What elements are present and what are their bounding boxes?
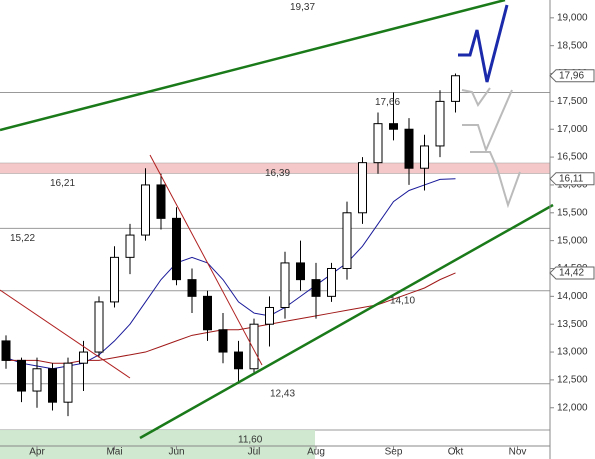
candle-body xyxy=(296,262,305,281)
resistance-band xyxy=(0,163,550,174)
trendline xyxy=(0,0,506,132)
y-tick-label: 14,000 xyxy=(557,291,588,302)
candle-body xyxy=(265,306,274,325)
trendline xyxy=(139,203,554,440)
y-tick-label: 16,500 xyxy=(557,152,588,163)
level-label: 15,22 xyxy=(10,233,35,244)
price-tag-label: 17,96 xyxy=(559,70,584,81)
y-tick-label: 17,500 xyxy=(557,96,588,107)
candle-body xyxy=(358,162,367,214)
candle-body xyxy=(404,128,414,169)
level-label: 14,10 xyxy=(390,295,415,306)
candle-body xyxy=(17,359,26,392)
candle-body xyxy=(203,295,212,331)
trendline xyxy=(0,289,131,379)
y-tick-label: 15,000 xyxy=(557,235,588,246)
candle-body xyxy=(32,368,42,392)
y-tick-label: 15,500 xyxy=(557,207,588,218)
forecast xyxy=(458,4,521,209)
plot xyxy=(1,73,460,417)
candle-body xyxy=(373,123,383,164)
x-tick-label: Jun xyxy=(168,447,184,458)
candle-body xyxy=(389,123,398,130)
candle-body xyxy=(234,351,243,370)
x-tick-label: Jul xyxy=(248,447,261,458)
forecast-arrow xyxy=(462,89,513,153)
level-label: 17,66 xyxy=(375,97,400,108)
support-band xyxy=(0,430,315,459)
candle-body xyxy=(420,145,429,169)
candle-body xyxy=(48,368,57,403)
candle-body xyxy=(342,212,352,269)
trendlines xyxy=(0,0,554,440)
price-tag xyxy=(549,69,595,83)
candle-body xyxy=(141,184,150,236)
y-tick-label: 19,000 xyxy=(557,12,588,23)
price-tag-label: 14,42 xyxy=(559,268,584,279)
price-tag-label: 16,11 xyxy=(559,173,584,184)
candle-body xyxy=(218,329,228,353)
candle-body xyxy=(451,75,460,102)
forecast-arrow xyxy=(458,4,509,83)
candle-body xyxy=(435,100,445,147)
x-tick-label: Aug xyxy=(307,447,325,458)
y-tick-label: 12,000 xyxy=(557,402,588,413)
candle-body xyxy=(280,262,290,308)
candle-body xyxy=(172,217,181,281)
candle-body xyxy=(156,184,166,219)
y-tick-label: 13,000 xyxy=(557,347,588,358)
y-tick-label: 18,500 xyxy=(557,40,588,51)
trendline xyxy=(149,154,263,366)
forecast-arrow xyxy=(461,87,491,107)
x-tick-label: Okt xyxy=(448,447,464,458)
price-tag xyxy=(549,172,595,186)
level-label: 12,43 xyxy=(270,388,295,399)
y-tick-label: 12,500 xyxy=(557,375,588,386)
candle-body xyxy=(327,267,336,297)
candle-body xyxy=(1,340,11,361)
candle-body xyxy=(94,301,104,353)
level-label: 16,39 xyxy=(265,168,290,179)
level-label: 11,60 xyxy=(238,435,263,446)
x-tick-label: Sep xyxy=(385,447,403,458)
level-label: 16,21 xyxy=(50,178,75,189)
price-tag xyxy=(549,266,595,280)
y-tick-label: 13,500 xyxy=(557,319,588,330)
candle-body xyxy=(249,323,259,370)
candle-body xyxy=(79,351,88,364)
x-tick-label: Apr xyxy=(29,447,45,458)
y-tick-label: 17,000 xyxy=(557,124,588,135)
bands xyxy=(0,91,550,459)
level-label: 19,37 xyxy=(290,2,315,13)
x-tick-label: Nov xyxy=(509,447,527,458)
candle-body xyxy=(125,234,135,258)
forecast-arrow xyxy=(470,151,521,209)
candle-body xyxy=(187,279,197,297)
x-tick-label: Mai xyxy=(106,447,122,458)
candle-body xyxy=(110,256,119,303)
candle-body xyxy=(311,279,321,297)
candle-body xyxy=(63,362,73,403)
